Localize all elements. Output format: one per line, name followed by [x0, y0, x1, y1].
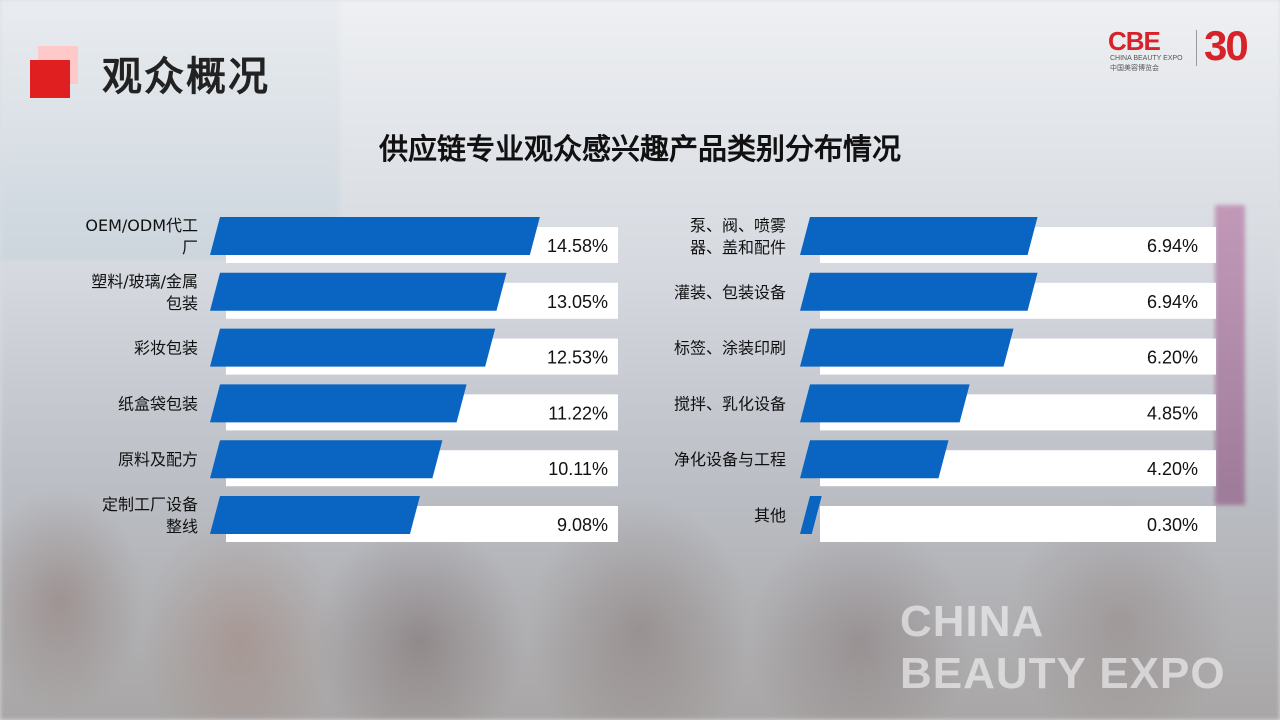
category-label: 泵、阀、喷雾 [690, 216, 786, 235]
bar [800, 217, 1038, 255]
bar [800, 384, 970, 423]
bar [800, 440, 949, 479]
value-label: 13.05% [547, 292, 608, 312]
watermark: CHINA BEAUTY EXPO [900, 596, 1226, 700]
value-label: 9.08% [557, 515, 608, 535]
value-label: 4.85% [1147, 403, 1198, 423]
value-label: 6.94% [1147, 236, 1198, 256]
bar [800, 272, 1038, 311]
cbe-logo: CBE CHINA BEAUTY EXPO 中国美容博览会 30 [1108, 22, 1268, 72]
value-label: 0.30% [1147, 515, 1198, 535]
value-panel [820, 506, 1216, 542]
logo-brand: CBE [1108, 26, 1161, 56]
category-label: 纸盒袋包装 [118, 394, 198, 413]
value-label: 10.11% [548, 459, 608, 479]
category-label: 净化设备与工程 [674, 450, 786, 469]
value-label: 11.22% [548, 403, 608, 423]
watermark-line: CHINA [900, 597, 1045, 646]
category-label: 整线 [166, 517, 198, 536]
page-title: 观众概况 [102, 54, 270, 100]
logo-divider [1196, 30, 1197, 66]
category-label: 其他 [754, 506, 786, 525]
value-label: 4.20% [1147, 459, 1198, 479]
chart-title: 供应链专业观众感兴趣产品类别分布情况 [378, 132, 901, 166]
category-label: 包装 [166, 294, 198, 313]
logo-brand-sub: CHINA BEAUTY EXPO [1110, 55, 1183, 62]
bar [210, 328, 496, 367]
category-label: 定制工厂设备 [102, 495, 198, 514]
category-label: 彩妆包装 [134, 339, 198, 358]
category-label: 塑料/玻璃/金属 [91, 272, 198, 291]
watermark-line: BEAUTY EXPO [900, 649, 1226, 698]
category-label: 原料及配方 [118, 450, 198, 469]
bar [210, 440, 443, 479]
bar [210, 272, 507, 311]
category-label: 器、盖和配件 [690, 238, 786, 257]
category-label: OEM/ODM代工 [85, 216, 198, 235]
value-label: 6.20% [1147, 348, 1198, 368]
bar [800, 496, 822, 534]
category-label: 灌装、包装设备 [674, 283, 786, 302]
category-label: 标签、涂装印刷 [674, 339, 786, 358]
bar [800, 328, 1014, 367]
category-label: 厂 [182, 238, 198, 257]
bar [210, 496, 420, 534]
value-label: 14.58% [547, 236, 608, 256]
category-label: 搅拌、乳化设备 [674, 394, 786, 413]
logo-brand-cn: 中国美容博览会 [1110, 64, 1159, 72]
bar [210, 217, 540, 255]
value-label: 12.53% [547, 348, 608, 368]
bar [210, 384, 467, 423]
logo-anniversary: 30 [1204, 22, 1249, 69]
value-label: 6.94% [1147, 292, 1198, 312]
heading-accent-icon [30, 46, 78, 98]
